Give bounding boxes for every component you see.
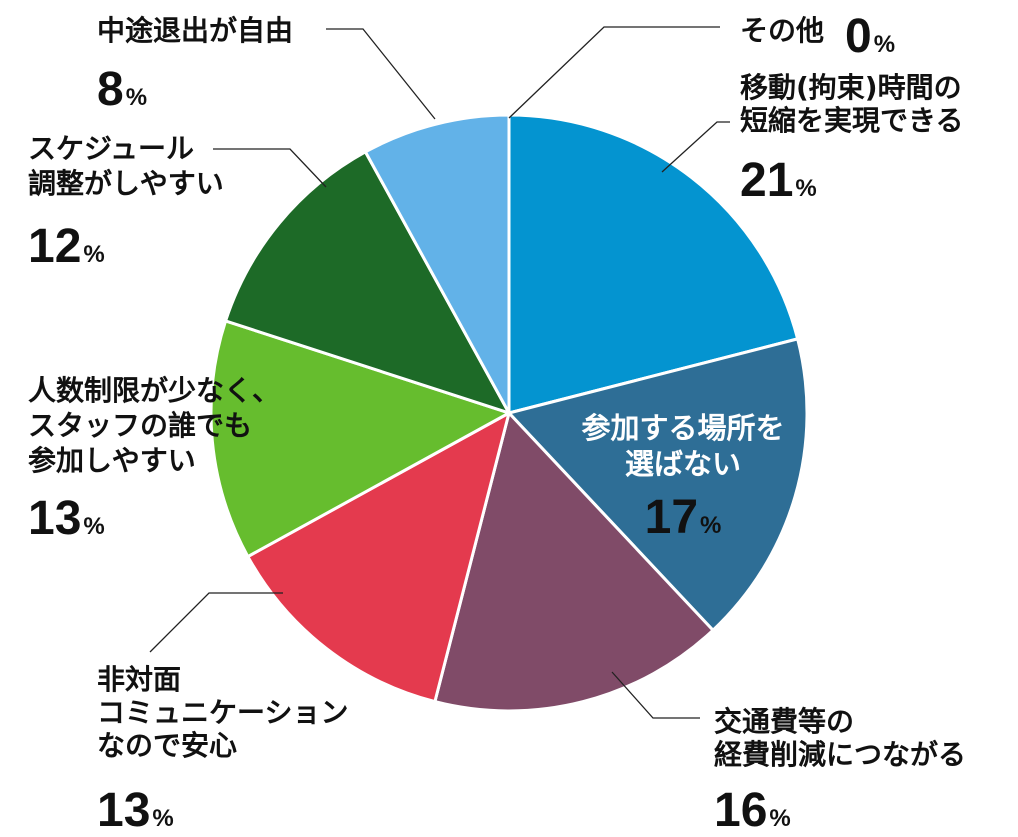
slice-label-line: 参加する場所を bbox=[581, 411, 784, 445]
pie-slice-location bbox=[507, 337, 809, 632]
slice-percent-label: 12% bbox=[28, 220, 105, 273]
leader-line-expense bbox=[611, 671, 700, 719]
slice-label-line: スタッフの誰でも bbox=[28, 409, 252, 442]
slice-label-line: コミュニケーション bbox=[97, 696, 348, 729]
slice-label-line: 参加しやすい bbox=[28, 444, 196, 477]
slice-label-line: 調整がしやすい bbox=[28, 167, 224, 200]
slice-percent-label: 16% bbox=[714, 784, 791, 837]
pie-slice-leave bbox=[363, 113, 511, 415]
pie-slice-schedule bbox=[224, 150, 511, 415]
slice-label-line: 人数制限が少なく、 bbox=[28, 374, 280, 407]
slice-percent-label: 21% bbox=[740, 154, 817, 207]
slice-label-line: 非対面 bbox=[97, 663, 181, 696]
slice-percent-label: 17% bbox=[645, 491, 722, 544]
leader-line-leave bbox=[326, 28, 436, 120]
leader-line-schedule bbox=[213, 148, 327, 188]
slice-label-line: 中途退出が自由 bbox=[97, 14, 293, 47]
pie-slice-travel-time bbox=[507, 113, 800, 415]
slice-label-line: その他 bbox=[740, 14, 824, 47]
leader-line-travel-time bbox=[661, 121, 730, 173]
slice-percent-label: 13% bbox=[97, 784, 174, 837]
slice-percent-label: 13% bbox=[28, 492, 105, 545]
pie-slice-expense bbox=[433, 411, 715, 713]
slice-label-line: 選ばない bbox=[625, 447, 741, 481]
leader-line-non-face bbox=[149, 592, 283, 653]
slice-label-line: スケジュール bbox=[28, 132, 194, 165]
slice-label-line: 経費削減につながる bbox=[714, 738, 966, 771]
slice-label-line: 交通費等の bbox=[714, 705, 854, 738]
leader-line-other bbox=[508, 26, 720, 119]
slice-percent-label: 8% bbox=[97, 63, 147, 116]
slice-percent-label: 0% bbox=[845, 10, 895, 63]
slice-label-line: 短縮を実現できる bbox=[740, 104, 963, 137]
pie-slice-non-face bbox=[246, 411, 511, 704]
pie-slice-headcount bbox=[209, 319, 511, 559]
slice-label-leave: 中途退出が自由 8% bbox=[97, 14, 293, 116]
slice-label-line: 移動(拘束)時間の bbox=[740, 71, 962, 104]
slice-label-other: その他 0% bbox=[740, 10, 895, 63]
slice-label-line: なので安心 bbox=[97, 729, 237, 762]
